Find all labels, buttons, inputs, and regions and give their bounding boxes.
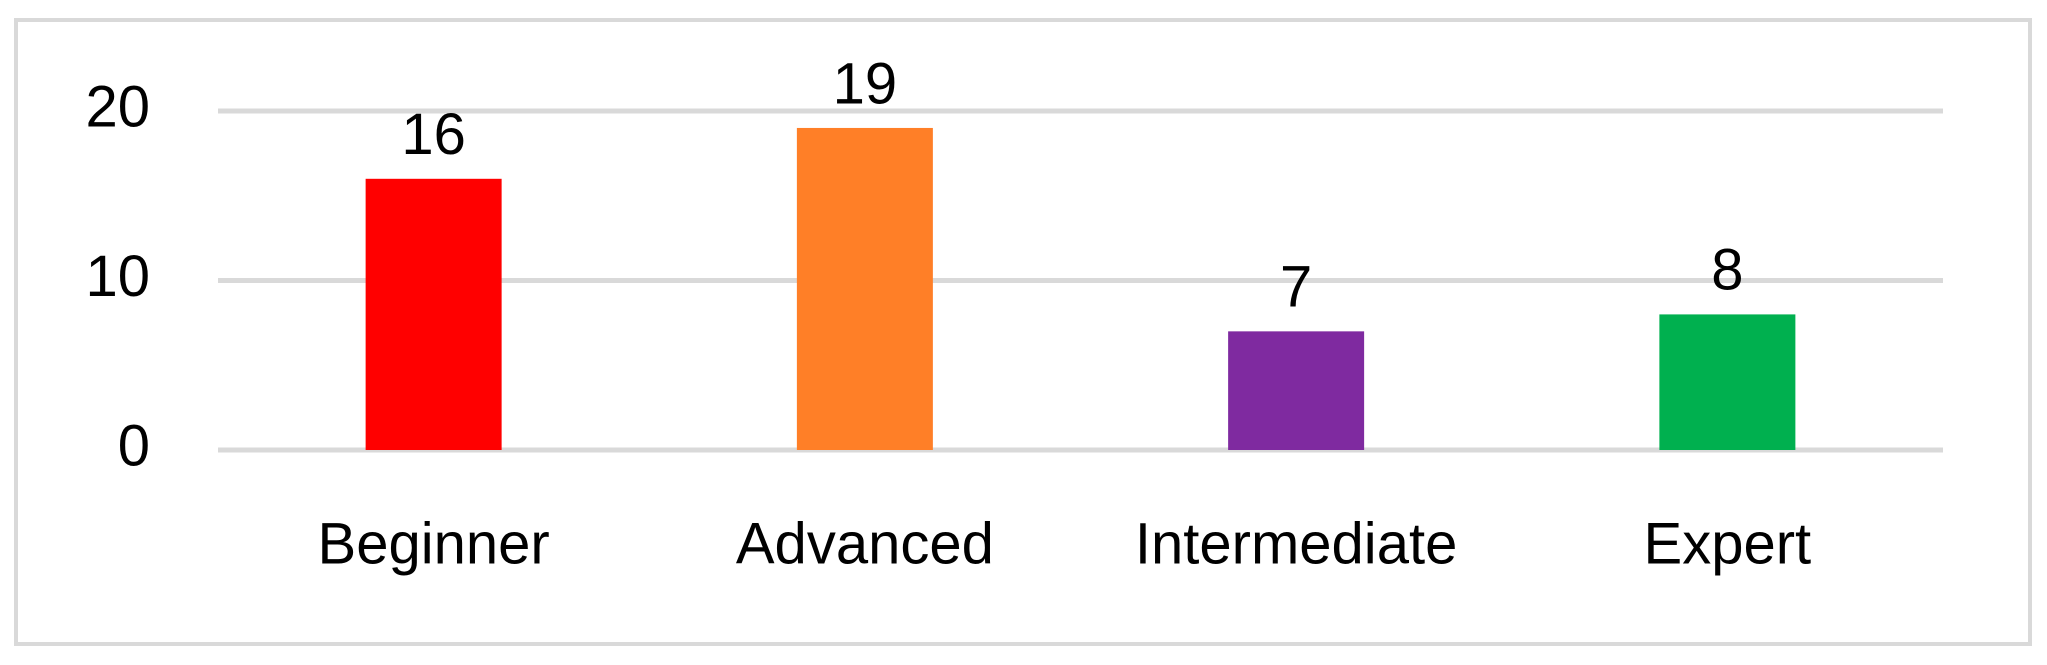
x-tick-label: Advanced [736,511,994,576]
y-tick-label: 0 [118,413,150,478]
y-tick-label: 20 [85,74,150,139]
x-tick-label: Intermediate [1135,511,1457,576]
data-label: 7 [1280,255,1312,320]
data-label: 19 [833,51,898,116]
x-tick-label: Beginner [318,511,550,576]
data-label: 16 [401,102,466,167]
bar [1228,331,1365,450]
bar [365,178,502,451]
x-tick-label: Expert [1644,511,1812,576]
bar [1659,314,1796,450]
y-tick-label: 10 [85,244,150,309]
bar [796,127,933,450]
data-label: 8 [1711,238,1743,303]
